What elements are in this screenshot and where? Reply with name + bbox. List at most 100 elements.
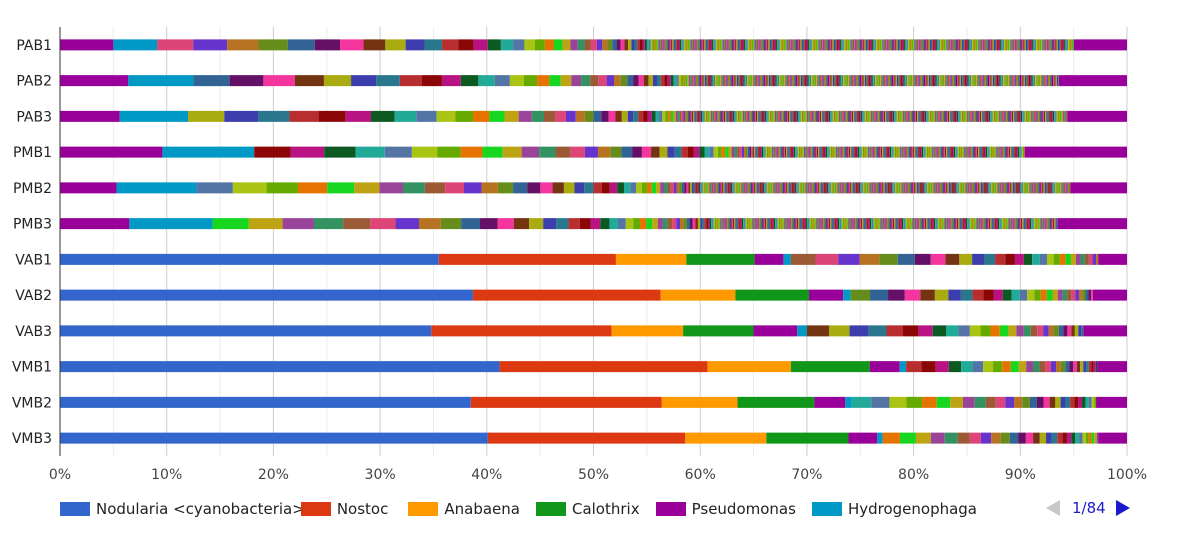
bar-segment-other (901, 75, 904, 87)
bar-segment-other (858, 75, 860, 87)
bar-segment-other (524, 75, 538, 87)
legend-item-pseudomonas[interactable]: Pseudomonas (655, 500, 796, 518)
bar-segment-other (643, 110, 648, 122)
bar-segment-other (921, 75, 923, 87)
bar-segment-other (946, 182, 948, 194)
bar-segment-other (731, 218, 733, 230)
bar-segment-other (652, 75, 657, 87)
bar-segment-other (815, 39, 818, 51)
bar-segment-other (775, 218, 777, 230)
bar-segment-other (974, 39, 976, 51)
bar-segment-other (607, 39, 613, 51)
bar-segment-other (803, 146, 806, 158)
bar-segment-other (960, 182, 962, 194)
bar-segment-other (877, 39, 879, 51)
bar-segment-other (861, 146, 863, 158)
bar-segment-other (748, 182, 751, 194)
bar-segment-other (742, 182, 744, 194)
bar-segment-other (782, 146, 784, 158)
bar-segment-other (798, 75, 800, 87)
bar-segment-other (784, 182, 787, 194)
bar-segment-other (494, 75, 510, 87)
legend-item-hydrogenophaga[interactable]: Hydrogenophaga (811, 500, 977, 518)
bar-segment-other (737, 110, 740, 122)
bar-segment-other (758, 39, 760, 51)
bar-segment-other (641, 146, 652, 158)
bar-segment-other (881, 110, 883, 122)
bar-segment-other (899, 432, 916, 444)
bar-segment-other (764, 182, 766, 194)
bar-segment-other (395, 218, 420, 230)
bar-segment (1070, 182, 1127, 194)
bar-segment-other (764, 110, 767, 122)
bar-segment-other (791, 39, 793, 51)
bar-segment-other (856, 182, 858, 194)
bar-segment-other (813, 39, 815, 51)
next-page-icon[interactable] (1115, 500, 1130, 516)
bar-segment-other (1046, 75, 1048, 87)
bar-segment-other (687, 75, 689, 87)
bar-segment-other (1070, 39, 1072, 51)
bar-segment-other (421, 75, 442, 87)
bar-segment-other (674, 146, 682, 158)
bar-segment-other (1003, 75, 1005, 87)
bar-segment-other (504, 110, 519, 122)
bar-segment-other (974, 396, 986, 408)
bar-segment-other (1008, 146, 1011, 158)
bar-segment-other (966, 146, 968, 158)
bar-segment-other (706, 75, 708, 87)
bar-segment-other (739, 110, 741, 122)
bar-segment-other (794, 110, 796, 122)
bar-segment-other (810, 146, 812, 158)
bar-segment-other (767, 218, 769, 230)
bar-segment-other (916, 146, 918, 158)
bar-segment-other (833, 110, 836, 122)
bar-segment-other (899, 218, 901, 230)
bar-segment-other (513, 218, 530, 230)
bar-segment-other (973, 146, 975, 158)
bar-segment-other (1069, 182, 1071, 194)
legend-item-nodularia[interactable]: Nodularia <cyanobacteria> (60, 500, 305, 518)
bar-segment-other (723, 182, 725, 194)
bar-segment-other (721, 146, 726, 158)
legend-item-nostoc[interactable]: Nostoc (300, 500, 388, 518)
bar-segment-other (1010, 218, 1013, 230)
bar-segment-other (980, 75, 982, 87)
bar-segment-other (687, 39, 689, 51)
bar-segment-other (732, 182, 734, 194)
bar-segment-other (934, 146, 936, 158)
bar-segment-other (500, 39, 514, 51)
bar-segment-other (1049, 218, 1051, 230)
bar-segment-other (370, 218, 396, 230)
bar-segment-other (918, 218, 920, 230)
bar-segment-other (979, 110, 982, 122)
previous-page-icon[interactable] (1046, 500, 1060, 516)
bar-segment-other (544, 110, 556, 122)
bar-segment-other (1082, 396, 1086, 408)
bar-segment-other (945, 75, 947, 87)
bar-segment-other (926, 218, 928, 230)
bar-segment-other (709, 39, 711, 51)
bar-segment-other (478, 75, 495, 87)
bar-segment-other (778, 182, 780, 194)
bar-segment-other (944, 75, 946, 87)
bar-segment-other (1020, 110, 1023, 122)
bar-segment-other (766, 218, 768, 230)
bar-segment-other (638, 110, 644, 122)
bar-segment-other (935, 182, 938, 194)
bar-segment-other (795, 182, 797, 194)
bar-segment-other (870, 182, 872, 194)
bar-segment (60, 146, 163, 158)
bar-segment-other (795, 39, 797, 51)
bar-segment-other (989, 218, 991, 230)
category-label: PAB2 (16, 74, 52, 90)
bar-segment-other (878, 218, 881, 230)
bar-segment-other (932, 325, 946, 337)
bar-segment-other (922, 218, 924, 230)
legend-item-anabaena[interactable]: Anabaena (408, 500, 520, 518)
legend-item-calothrix[interactable]: Calothrix (535, 500, 640, 518)
bar-segment-other (922, 396, 937, 408)
bar-segment-other (964, 182, 966, 194)
bar-segment-other (662, 39, 664, 51)
bar-segment-other (761, 182, 764, 194)
